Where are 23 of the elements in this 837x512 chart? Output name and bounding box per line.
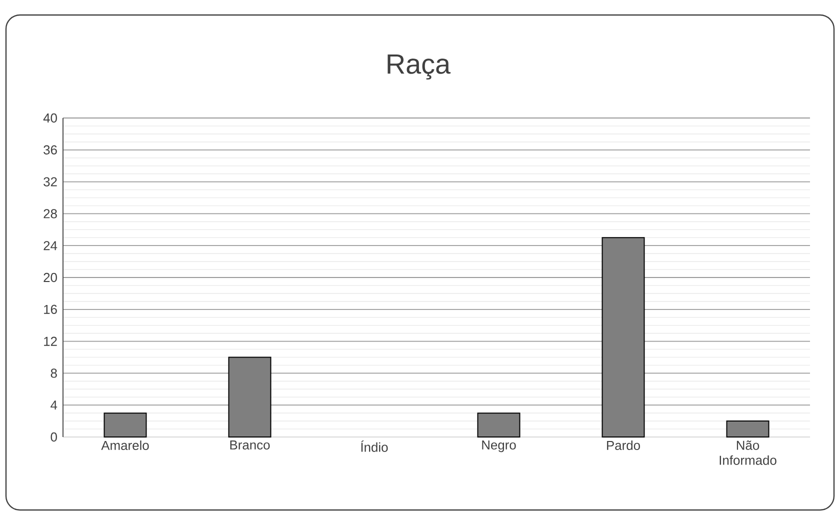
x-tick-label: Pardo: [607, 440, 640, 450]
x-tick-label: Branco: [230, 440, 270, 450]
x-tick-label: Índio: [361, 440, 388, 452]
y-tick-label: 24: [44, 241, 58, 250]
y-tick-label: 40: [43, 113, 57, 123]
x-tick-label: Negro: [482, 440, 516, 452]
y-tick-label: 0: [50, 432, 57, 442]
y-tick-label: 20: [44, 272, 57, 282]
bar: [477, 412, 520, 438]
y-tick-label: 28: [44, 209, 57, 218]
y-tick-label: 36: [44, 145, 57, 154]
bar: [228, 356, 272, 438]
y-tick-label: 4: [50, 400, 58, 410]
x-tick-label: Amarelo: [101, 440, 149, 450]
bar: [104, 412, 147, 438]
y-tick-label: 16: [44, 304, 57, 314]
bar: [602, 237, 645, 438]
y-tick-label: 12: [44, 336, 57, 346]
y-tick-label: 8: [50, 368, 57, 378]
y-tick-label: 32: [44, 177, 57, 186]
chart-title: Raça: [388, 54, 451, 80]
bar: [726, 420, 770, 438]
x-tick-label: Não Informado: [720, 440, 776, 465]
